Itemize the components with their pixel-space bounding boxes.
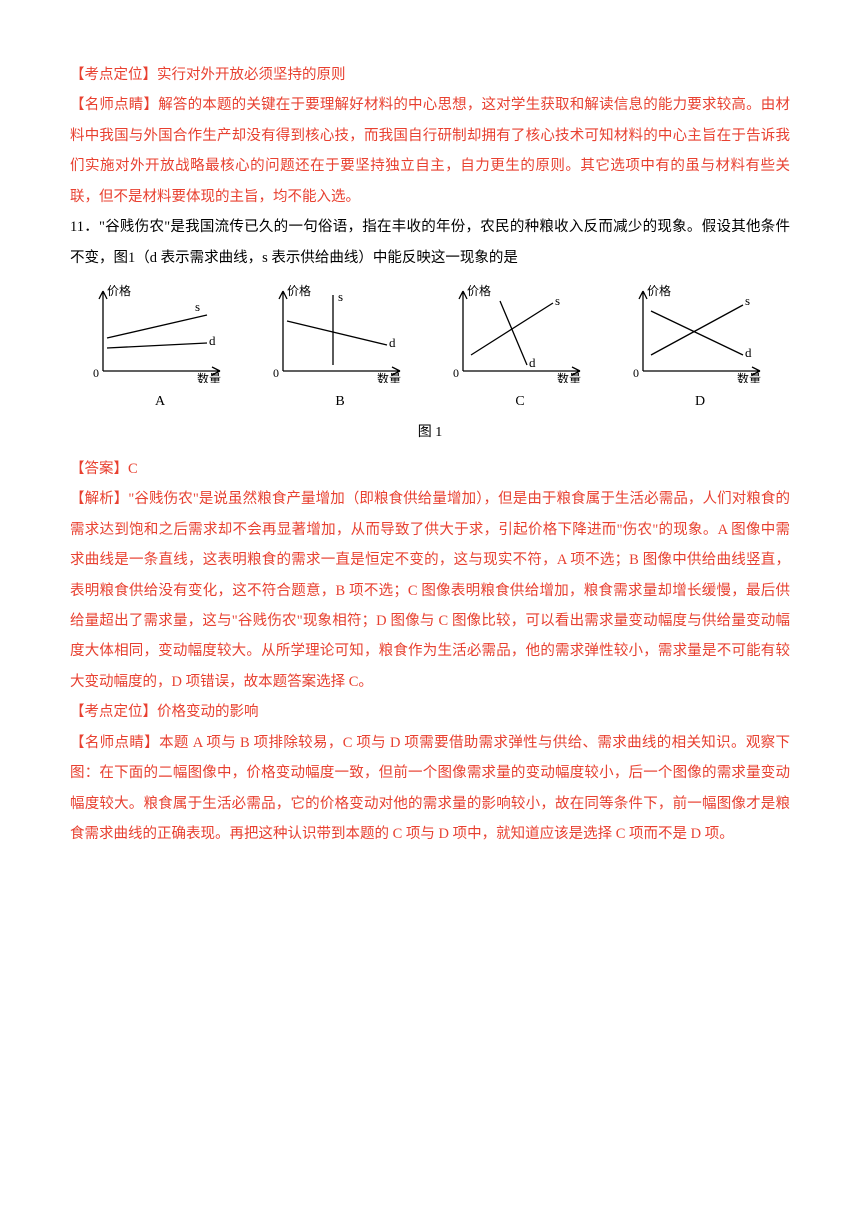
mingshi-text-1: 解答的本题的关键在于要理解好材料的中心思想，这对学生获取和解读信息的能力要求较高…	[70, 97, 790, 204]
svg-text:数量: 数量	[197, 371, 221, 383]
svg-text:数量: 数量	[557, 371, 581, 383]
mingshi-prefix-2: 【名师点睛】	[70, 735, 159, 751]
answer-prefix: 【答案】	[70, 461, 128, 477]
chart-svg-A: 0 价格数量 s d	[85, 283, 235, 383]
svg-text:d: d	[389, 335, 396, 350]
kaodian-text-1: 实行对外开放必须坚持的原则	[157, 67, 346, 83]
svg-text:d: d	[209, 333, 216, 348]
svg-text:数量: 数量	[377, 371, 401, 383]
chart-D: 0 价格数量 s d D	[625, 283, 775, 416]
svg-text:数量: 数量	[737, 371, 761, 383]
jiexi-text: "谷贱伤农"是说虽然粮食产量增加（即粮食供给量增加），但是由于粮食属于生活必需品…	[70, 491, 790, 690]
chart-svg-D: 0 价格数量 s d	[625, 283, 775, 383]
svg-text:价格: 价格	[107, 283, 131, 298]
figure-label: 图 1	[70, 418, 790, 447]
kaodian-text-2: 价格变动的影响	[157, 704, 259, 720]
svg-text:价格: 价格	[647, 283, 671, 298]
question-num: 11．	[70, 219, 99, 235]
kaodian-prefix-2: 【考点定位】	[70, 704, 157, 720]
mingshi-text-2: 本题 A 项与 B 项排除较易，C 项与 D 项需要借助需求弹性与供给、需求曲线…	[70, 735, 790, 842]
svg-text:价格: 价格	[467, 283, 491, 298]
svg-text:d: d	[529, 355, 536, 370]
svg-text:s: s	[745, 293, 750, 308]
jiexi: 【解析】"谷贱伤农"是说虽然粮食产量增加（即粮食供给量增加），但是由于粮食属于生…	[70, 484, 790, 697]
svg-text:0: 0	[273, 366, 279, 380]
svg-text:0: 0	[93, 366, 99, 380]
kaodian-line-2: 【考点定位】价格变动的影响	[70, 697, 790, 727]
kaodian-prefix-1: 【考点定位】	[70, 67, 157, 83]
answer-line: 【答案】C	[70, 454, 790, 484]
question-11: 11．"谷贱伤农"是我国流传已久的一句俗语，指在丰收的年份，农民的种粮收入反而减…	[70, 212, 790, 273]
chart-letter-A: A	[155, 387, 165, 416]
chart-C: 0 价格数量 s d C	[445, 283, 595, 416]
svg-text:s: s	[555, 293, 560, 308]
chart-B: 0 价格数量 s d B	[265, 283, 415, 416]
svg-text:s: s	[338, 289, 343, 304]
chart-letter-C: C	[515, 387, 524, 416]
mingshi-prefix-1: 【名师点睛】	[70, 97, 158, 113]
chart-A: 0 价格数量 s d A	[85, 283, 235, 416]
chart-letter-B: B	[335, 387, 344, 416]
svg-text:价格: 价格	[287, 283, 311, 298]
jiexi-prefix: 【解析】	[70, 491, 128, 507]
kaodian-line-1: 【考点定位】实行对外开放必须坚持的原则	[70, 60, 790, 90]
chart-letter-D: D	[695, 387, 705, 416]
question-text: "谷贱伤农"是我国流传已久的一句俗语，指在丰收的年份，农民的种粮收入反而减少的现…	[70, 219, 790, 265]
svg-text:s: s	[195, 299, 200, 314]
mingshi-1: 【名师点睛】解答的本题的关键在于要理解好材料的中心思想，这对学生获取和解读信息的…	[70, 90, 790, 212]
charts-row: 0 价格数量 s d A 0 价格数量 s d B 0 价格数量 s d C 0 价格数量 s d D	[70, 283, 790, 416]
svg-text:0: 0	[633, 366, 639, 380]
mingshi-2: 【名师点睛】本题 A 项与 B 项排除较易，C 项与 D 项需要借助需求弹性与供…	[70, 728, 790, 850]
svg-text:0: 0	[453, 366, 459, 380]
chart-svg-B: 0 价格数量 s d	[265, 283, 415, 383]
answer-value: C	[128, 461, 138, 477]
chart-svg-C: 0 价格数量 s d	[445, 283, 595, 383]
svg-text:d: d	[745, 345, 752, 360]
